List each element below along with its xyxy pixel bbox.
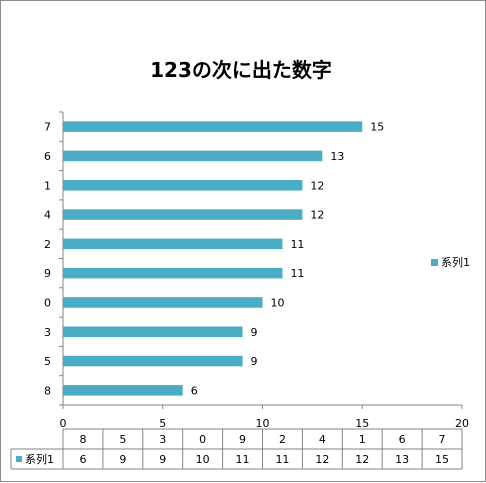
data-label: 10 xyxy=(271,296,285,309)
data-label: 6 xyxy=(191,384,198,397)
table-category-cell: 1 xyxy=(359,433,366,446)
data-label: 11 xyxy=(290,238,304,251)
table-value-cell: 11 xyxy=(275,453,289,466)
table-legend-swatch xyxy=(16,456,22,462)
y-tick-label: 3 xyxy=(44,326,51,339)
data-label: 9 xyxy=(251,355,258,368)
x-tick-label: 10 xyxy=(256,417,270,430)
y-tick-label: 2 xyxy=(44,238,51,251)
y-tick-label: 6 xyxy=(44,150,51,163)
x-tick-label: 20 xyxy=(455,417,469,430)
data-label: 12 xyxy=(310,209,324,222)
bar xyxy=(63,267,283,279)
table-value-cell: 11 xyxy=(236,453,250,466)
plot-area: 8 65 93 90 109 112 114 121 126 137 150 5 10 15 20 xyxy=(44,111,469,430)
legend-label: 系列1 xyxy=(441,255,470,269)
table-series-label: 系列1 xyxy=(25,452,54,466)
table-value-cell: 9 xyxy=(119,453,126,466)
y-tick-label: 9 xyxy=(44,267,51,280)
table-value-cell: 10 xyxy=(196,453,210,466)
x-tick-label: 5 xyxy=(159,417,166,430)
table-value-cell: 6 xyxy=(79,453,86,466)
table-category-cell: 6 xyxy=(399,433,406,446)
table-value-cell: 13 xyxy=(395,453,409,466)
table-value-cell: 9 xyxy=(159,453,166,466)
y-tick-label: 5 xyxy=(44,355,51,368)
y-tick-label: 1 xyxy=(44,179,51,192)
bar xyxy=(63,238,283,250)
bar xyxy=(63,297,263,308)
table-category-cell: 3 xyxy=(159,433,166,446)
table-value-cell: 15 xyxy=(435,453,449,466)
table-category-cell: 4 xyxy=(319,433,326,446)
data-label: 11 xyxy=(290,267,304,280)
table-category-cell: 7 xyxy=(439,433,446,446)
y-tick-label: 8 xyxy=(44,384,51,397)
table-value-cell: 12 xyxy=(315,453,329,466)
bar xyxy=(63,150,323,162)
legend-swatch xyxy=(431,259,438,266)
table-category-cell: 5 xyxy=(119,433,126,446)
table-category-cell: 9 xyxy=(239,433,246,446)
bar xyxy=(63,179,303,191)
data-label: 13 xyxy=(330,150,344,163)
x-tick-label: 15 xyxy=(355,417,369,430)
data-label: 12 xyxy=(310,179,324,192)
data-label: 15 xyxy=(370,121,384,134)
table-category-cell: 2 xyxy=(279,433,286,446)
y-tick-label: 0 xyxy=(44,296,51,309)
bar xyxy=(63,326,243,338)
bar xyxy=(63,209,303,220)
x-tick-label: 0 xyxy=(60,417,67,430)
bar xyxy=(63,355,243,367)
table-category-cell: 0 xyxy=(199,433,206,446)
y-tick-label: 7 xyxy=(44,121,51,134)
y-tick-label: 4 xyxy=(44,209,51,222)
data-label: 9 xyxy=(251,326,258,339)
bar xyxy=(63,385,183,396)
bar xyxy=(63,121,363,132)
chart-title: 123の次に出た数字 xyxy=(150,58,332,82)
table-value-cell: 12 xyxy=(355,453,369,466)
table-category-cell: 8 xyxy=(79,433,86,446)
legend: 系列1 xyxy=(431,255,470,269)
